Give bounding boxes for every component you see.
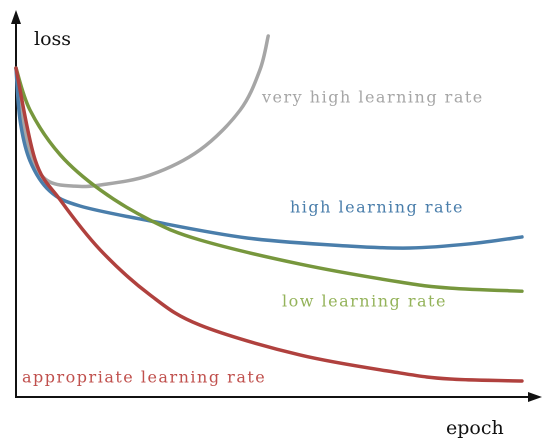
line <box>14 66 524 293</box>
line <box>14 34 270 189</box>
series-label: appropriate learning rate <box>22 368 266 387</box>
x-axis-arrow <box>528 392 542 402</box>
line <box>14 66 524 383</box>
series-label: very high learning rate <box>261 88 484 107</box>
x-axis-label: epoch <box>446 417 504 439</box>
y-axis-arrow <box>11 10 21 24</box>
series-label: high learning rate <box>290 198 464 217</box>
series-label: low learning rate <box>282 292 447 311</box>
plot <box>14 34 524 383</box>
y-axis-label: loss <box>34 28 71 50</box>
